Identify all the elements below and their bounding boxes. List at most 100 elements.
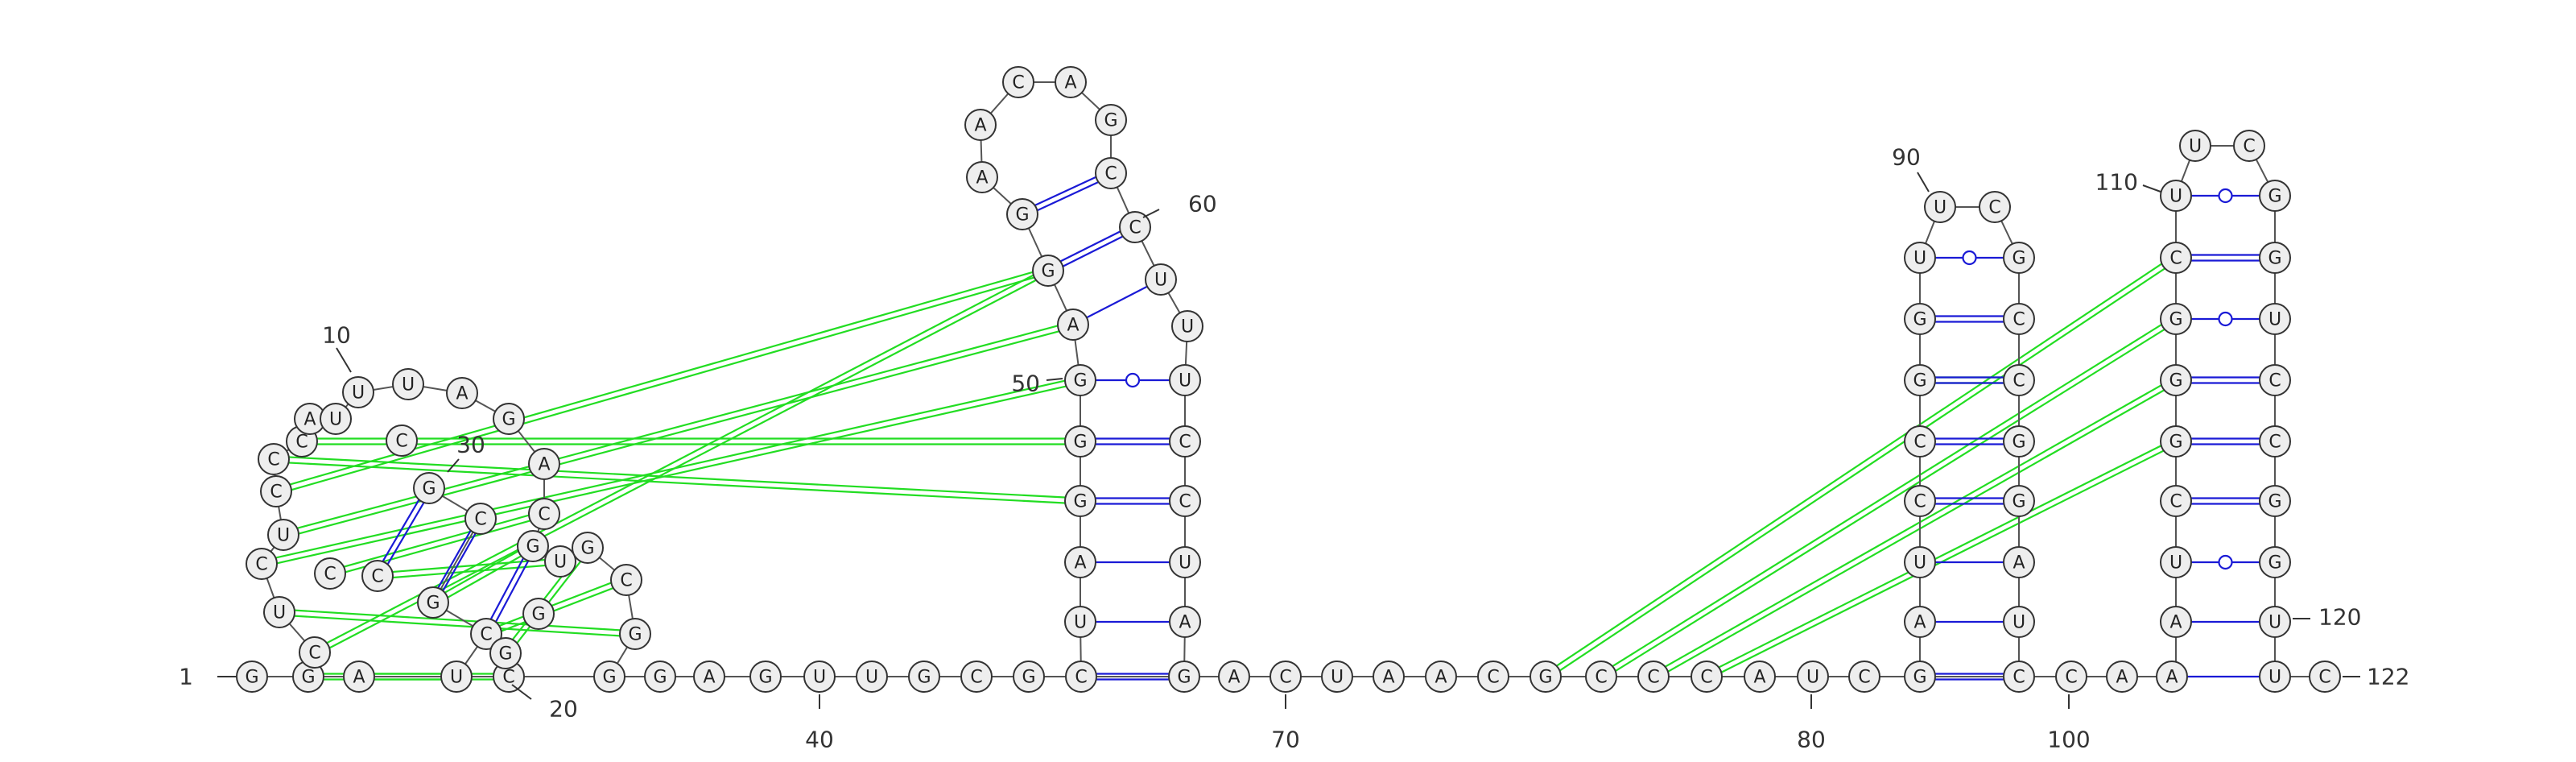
- nucleotide-letter: U: [1331, 668, 1344, 688]
- nucleotide-letter: A: [2116, 668, 2128, 688]
- nucleotide: A: [1425, 661, 1457, 693]
- nucleotide-circle: [464, 503, 497, 535]
- nucleotide: U: [1169, 546, 1201, 578]
- nucleotide-letter: C: [2013, 371, 2025, 391]
- nucleotide-circle: [260, 475, 292, 507]
- pseudoknot-pair: [328, 510, 544, 572]
- nucleotide-letter: G: [498, 644, 512, 665]
- nucleotide-circle: [1904, 485, 1936, 517]
- nucleotide-letter: G: [2169, 310, 2182, 330]
- position-number-label: 40: [805, 727, 834, 753]
- nucleotide-circle: [1585, 661, 1617, 693]
- pseudoknot-pair: [312, 267, 1047, 651]
- nucleotide-letter: G: [1022, 668, 1035, 688]
- pseudoknot-pair: [434, 548, 535, 607]
- nucleotide-circle: [2003, 606, 2035, 638]
- nucleotide: C: [2233, 130, 2265, 162]
- position-number-label: 60: [1188, 191, 1217, 217]
- nucleotide-circle: [1321, 661, 1353, 693]
- nucleotide-letter: G: [301, 668, 315, 688]
- nucleotide-letter: C: [1913, 492, 1926, 512]
- nucleotide: C: [1169, 425, 1201, 458]
- base-pair-gc: [374, 486, 427, 575]
- nucleotide-circle: [966, 161, 998, 193]
- nucleotide-circle: [2160, 303, 2192, 335]
- nucleotide-letter: U: [1913, 553, 1926, 574]
- nucleotide-circle: [1904, 661, 1936, 693]
- nucleotide: G: [908, 661, 940, 693]
- nucleotide: G: [1032, 255, 1064, 287]
- nucleotide-circle: [1057, 309, 1089, 341]
- nucleotide-letter: G: [1913, 310, 1926, 330]
- nucleotide-circle: [361, 560, 394, 592]
- nucleotide-letter: G: [1041, 262, 1055, 282]
- nucleotide: A: [693, 661, 725, 693]
- nucleotide-letter: G: [422, 479, 436, 499]
- nucleotide-letter: C: [255, 555, 267, 575]
- nucleotide-circle: [2003, 546, 2035, 578]
- nucleotide-circle: [267, 519, 299, 551]
- nucleotide-circle: [1064, 546, 1096, 578]
- nucleotide-letter: C: [474, 510, 486, 530]
- nucleotide: U: [1924, 191, 1956, 223]
- nucleotide-circle: [522, 598, 555, 630]
- position-number-label: 120: [2318, 604, 2361, 631]
- nucleotide: G: [413, 472, 445, 504]
- nucleotide-circle: [1904, 606, 1936, 638]
- nucleotide-letter: C: [1700, 668, 1712, 688]
- base-pair-gc: [1046, 223, 1134, 269]
- nucleotide-circle: [593, 661, 625, 693]
- nucleotide: G: [2003, 425, 2035, 458]
- position-tick: [1142, 209, 1160, 218]
- nucleotide-letter: A: [1435, 668, 1447, 688]
- pseudoknot-pair: [1543, 255, 2175, 676]
- nucleotide-letter: U: [2268, 668, 2281, 688]
- nucleotide: G: [572, 532, 604, 564]
- nucleotide-circle: [2179, 130, 2211, 162]
- nucleotide-circle: [1032, 255, 1064, 287]
- nucleotide: C: [1848, 661, 1880, 693]
- nucleotide-circle: [517, 530, 549, 562]
- nucleotide-circle: [2259, 606, 2291, 638]
- nucleotide-letter: G: [917, 668, 931, 688]
- nucleotide: C: [1904, 485, 1936, 517]
- nucleotide: A: [1744, 661, 1776, 693]
- nucleotide-letter: C: [620, 571, 632, 591]
- nucleotide-letter: G: [426, 594, 440, 614]
- nucleotide-letter: G: [2268, 553, 2281, 574]
- nucleotide-letter: G: [1073, 433, 1087, 453]
- nucleotide-circle: [413, 472, 445, 504]
- nucleotide-letter: A: [303, 410, 316, 430]
- nucleotide-circle: [964, 109, 997, 141]
- nucleotide-circle: [1169, 546, 1201, 578]
- nucleotide-letter: U: [1913, 249, 1926, 269]
- nucleotide-circle: [1064, 425, 1096, 458]
- nucleotide-letter: A: [456, 384, 468, 404]
- pseudoknot-pair: [1654, 382, 2178, 681]
- position-number-label: 122: [2367, 664, 2409, 690]
- nucleotide: U: [1904, 546, 1936, 578]
- position-tick: [447, 458, 460, 473]
- nucleotide-circle: [1169, 606, 1201, 638]
- nucleotide-circle: [1095, 104, 1127, 136]
- nucleotide: G: [619, 618, 651, 650]
- nucleotide-circle: [258, 443, 290, 475]
- nucleotide: A: [343, 661, 375, 693]
- pseudoknot-pair: [273, 461, 1080, 505]
- nucleotide-circle: [693, 661, 725, 693]
- nucleotide: C: [2309, 661, 2341, 693]
- nucleotide-letter: C: [2013, 310, 2025, 330]
- position-tick: [511, 684, 532, 700]
- nucleotide-letter: G: [653, 668, 667, 688]
- nucleotide-circle: [2259, 425, 2291, 458]
- nucleotide-circle: [1690, 661, 1723, 693]
- nucleotide: A: [1218, 661, 1250, 693]
- nucleotide: C: [260, 475, 292, 507]
- nucleotide: C: [314, 557, 346, 590]
- position-number-label: 50: [1011, 371, 1040, 397]
- nucleotide: C: [246, 548, 278, 580]
- nucleotide: C: [1269, 661, 1302, 693]
- nucleotide-letter: C: [267, 450, 279, 470]
